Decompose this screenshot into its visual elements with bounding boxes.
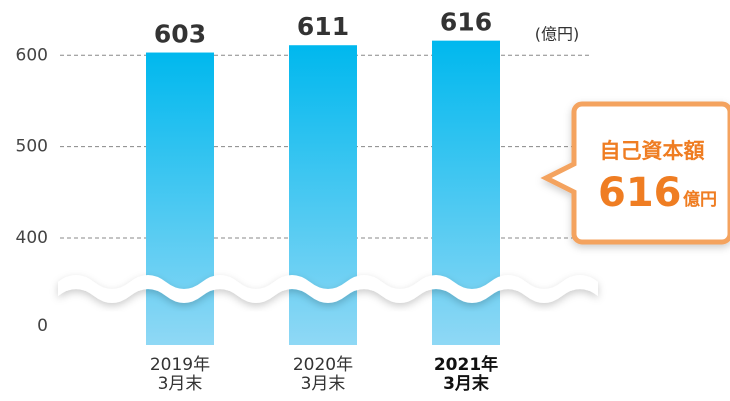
callout-value: 616 <box>598 170 682 216</box>
y-tick-label: 600 <box>16 45 48 65</box>
callout-title: 自己資本額 <box>600 139 705 163</box>
callout-box <box>540 101 730 245</box>
value-label: 603 <box>154 20 206 49</box>
x-tick-label: 2020年 3月末 <box>292 355 354 394</box>
y-tick-label: 500 <box>16 137 48 157</box>
value-label: 611 <box>297 12 349 41</box>
callout: 自己資本額 616 億円 <box>540 101 730 245</box>
unit-label: (億円) <box>535 25 580 44</box>
y-tick-label: 0 <box>37 316 48 336</box>
x-tick-label: 2021年 3月末 <box>433 355 499 394</box>
y-tick-label: 400 <box>16 228 48 248</box>
callout-unit: 億円 <box>683 189 717 210</box>
x-tick-label: 2019年 3月末 <box>149 355 211 394</box>
axis-break <box>58 275 598 303</box>
value-label: 616 <box>440 8 492 37</box>
